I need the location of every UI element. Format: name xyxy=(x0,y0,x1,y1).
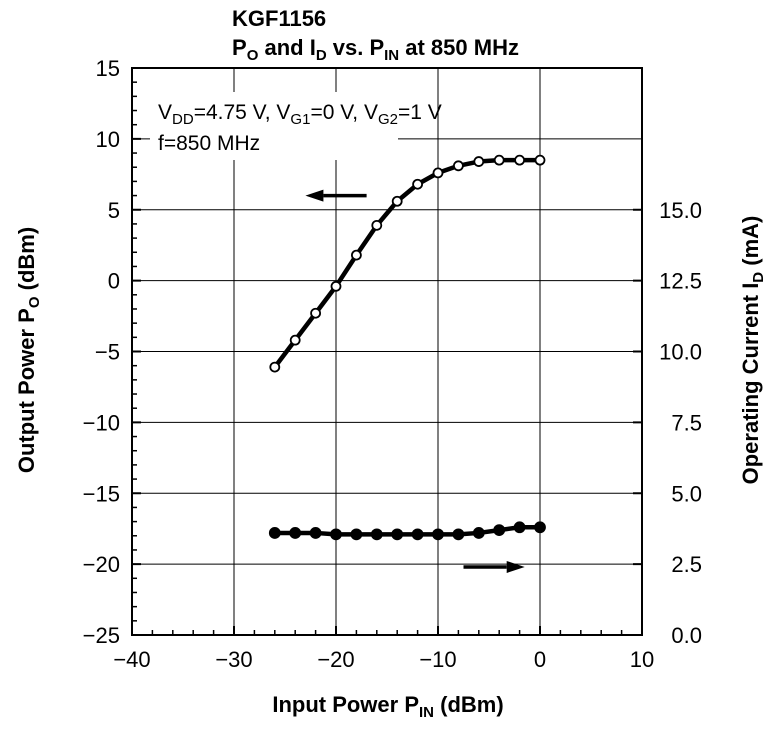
conditions-line-2: f=850 MHz xyxy=(158,132,260,155)
conditions-background xyxy=(150,92,398,160)
power-data-point xyxy=(493,154,505,166)
y-left-tick-label: 5 xyxy=(108,198,120,223)
power-data-point xyxy=(452,160,464,172)
power-data-point xyxy=(391,195,403,207)
y-left-tick-label: 10 xyxy=(96,127,120,152)
x-tick-labels: −40 −30 −20 −10 0 10 xyxy=(113,647,654,672)
conditions-segment: G2 xyxy=(378,111,398,128)
y-left-tick-label: −5 xyxy=(95,340,120,365)
power-data-point xyxy=(412,178,424,190)
conditions-segment: G1 xyxy=(290,111,310,128)
chart-subtitle: PO and ID vs. PIN at 850 MHz xyxy=(232,35,519,64)
power-data-point xyxy=(514,154,525,166)
conditions-segment: =4.75 V, V xyxy=(194,101,291,124)
power-data-point xyxy=(432,167,444,179)
y-right-axis-label: Operating Current ID (mA) xyxy=(738,216,763,485)
y-right-tick-label: 10.0 xyxy=(659,340,702,365)
power-data-point xyxy=(310,307,322,319)
x-axis-label: Input Power PIN (dBm) xyxy=(272,692,503,721)
chart-title: KGF1156 xyxy=(232,6,326,31)
power-data-point xyxy=(330,280,342,292)
current-data-point xyxy=(268,527,281,539)
x-tick-label: −20 xyxy=(317,647,354,672)
conditions-segment: =1 V xyxy=(398,101,442,124)
conditions-segment: =0 V, V xyxy=(310,101,378,124)
axis-arrow-head xyxy=(305,189,324,202)
power-data-point xyxy=(289,334,301,346)
current-data-point xyxy=(411,528,424,541)
current-data-point xyxy=(350,528,363,541)
y-left-tick-label: −20 xyxy=(83,552,120,577)
current-data-point xyxy=(513,521,526,534)
conditions-line-1: VDD=4.75 V, VG1=0 V, VG2=1 V xyxy=(158,101,442,128)
current-data-point xyxy=(452,528,465,541)
current-data-point xyxy=(472,527,485,539)
current-data-point xyxy=(370,528,383,541)
x-tick-label: −30 xyxy=(215,647,252,672)
power-data-point xyxy=(269,361,281,373)
x-tick-label: 0 xyxy=(534,647,546,672)
y-left-tick-label: 15 xyxy=(96,56,120,81)
current-data-point xyxy=(534,521,546,534)
y-right-tick-label: 5.0 xyxy=(671,481,702,506)
y-right-tick-label: 12.5 xyxy=(659,269,702,294)
series-points xyxy=(268,154,546,541)
conditions-segment: DD xyxy=(172,111,194,128)
current-data-point xyxy=(330,528,342,541)
axis-ticks xyxy=(131,67,643,636)
y-right-tick-label: 2.5 xyxy=(671,552,702,577)
x-tick-label: 10 xyxy=(630,647,654,672)
y-right-tick-label: 0.0 xyxy=(671,623,702,648)
x-tick-label: −40 xyxy=(113,647,150,672)
axis-arrow-head xyxy=(506,560,525,573)
power-data-point xyxy=(534,154,546,166)
series-line xyxy=(272,157,543,370)
conditions-segment: V xyxy=(158,101,172,124)
power-data-point xyxy=(371,219,383,231)
y-right-tick-labels: 15.0 12.5 10.0 7.5 5.0 2.5 0.0 xyxy=(659,198,702,648)
y-left-tick-label: −15 xyxy=(83,481,120,506)
series-arrows xyxy=(305,189,525,573)
current-data-point xyxy=(309,527,322,539)
y-left-tick-labels: 15 10 5 0 −5 −10 −15 −20 −25 xyxy=(83,56,120,648)
current-data-point xyxy=(391,528,404,541)
y-left-tick-label: −25 xyxy=(83,623,120,648)
series-lines xyxy=(272,157,543,537)
power-data-point xyxy=(473,156,485,167)
y-right-tick-label: 15.0 xyxy=(659,198,702,223)
y-left-axis-label: Output Power PO (dBm) xyxy=(14,227,43,473)
current-data-point xyxy=(493,524,506,537)
current-data-point xyxy=(432,528,444,541)
power-data-point xyxy=(350,249,362,261)
y-left-tick-label: −10 xyxy=(83,410,120,435)
current-data-point xyxy=(289,527,302,539)
x-tick-label: −10 xyxy=(419,647,456,672)
y-right-tick-label: 7.5 xyxy=(671,410,702,435)
y-left-tick-label: 0 xyxy=(108,269,120,294)
